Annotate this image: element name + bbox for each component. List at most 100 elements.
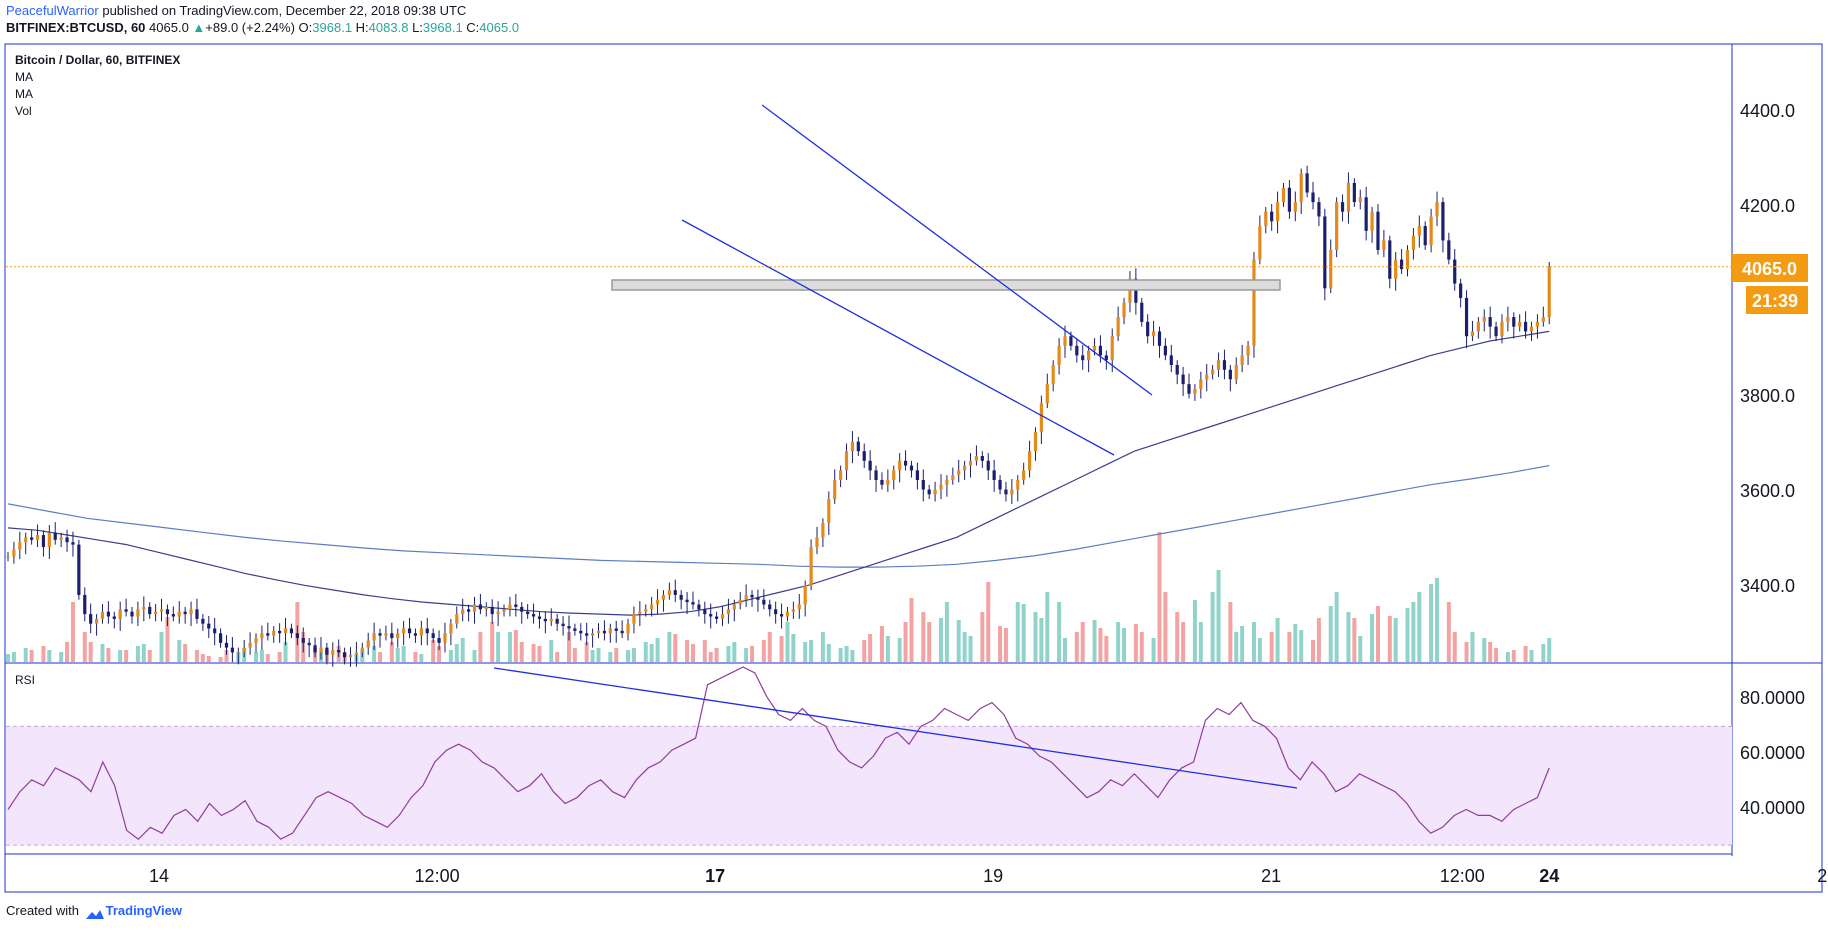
candle — [342, 647, 347, 665]
candle-body — [791, 609, 795, 612]
candle — [691, 591, 695, 610]
candle-body — [715, 616, 719, 619]
rsi-trendline[interactable] — [493, 667, 1298, 789]
volume-bar — [968, 636, 973, 662]
volume-bar — [478, 632, 483, 662]
candle-body — [561, 623, 565, 627]
volume-bar — [1074, 632, 1079, 662]
candle — [6, 551, 10, 562]
price-change: +89.0 (+2.24%) — [205, 20, 295, 35]
candle-body — [466, 609, 471, 612]
candle-body — [236, 652, 240, 654]
candle-body — [342, 652, 347, 658]
volume-bar — [785, 622, 790, 662]
legend-vol[interactable]: Vol — [15, 104, 32, 118]
candle-body — [909, 465, 914, 471]
last-price-tag-text: 4065.0 — [1742, 259, 1797, 279]
time-tick: 12:00 — [415, 866, 460, 886]
upper-trendline[interactable] — [761, 104, 1153, 396]
candle — [732, 599, 736, 622]
volume-bar — [1511, 650, 1516, 662]
candle — [189, 601, 193, 627]
candle-body — [313, 645, 317, 653]
volume-bar — [998, 626, 1003, 662]
candle — [1417, 215, 1421, 248]
volume-bar — [1311, 640, 1316, 662]
candle-body — [720, 614, 725, 619]
candle — [797, 593, 801, 619]
candle — [1098, 335, 1103, 363]
candle — [1346, 172, 1351, 224]
candle-body — [1063, 336, 1067, 346]
volume-bar — [1175, 612, 1180, 662]
volume-bar — [750, 646, 755, 662]
candle-body — [159, 609, 164, 612]
candle-body — [1287, 187, 1291, 212]
tradingview-link[interactable]: TradingView — [105, 903, 182, 918]
candle-body — [655, 599, 660, 605]
candle-body — [933, 489, 937, 495]
legend-ma2[interactable]: MA — [15, 87, 33, 101]
volume-bar — [1293, 624, 1298, 662]
author-link[interactable]: PeacefulWarrior — [6, 3, 99, 18]
volume-bar — [1470, 632, 1475, 662]
last-price-tag — [1732, 254, 1808, 282]
volume-bar — [927, 622, 932, 662]
candle — [12, 541, 16, 564]
candle-body — [1370, 211, 1374, 231]
volume-bar — [1316, 618, 1321, 662]
candle-body — [201, 618, 205, 624]
candle — [1169, 344, 1173, 373]
candle-body — [591, 633, 595, 636]
candle-body — [673, 590, 677, 595]
candle-body — [1523, 321, 1528, 332]
candle — [1518, 314, 1522, 332]
candle-body — [833, 479, 837, 500]
candle — [738, 592, 742, 610]
volume-bar — [921, 612, 926, 662]
volume-bar — [224, 650, 229, 662]
candle-body — [366, 640, 370, 648]
candle-body — [1358, 197, 1362, 203]
candle-body — [1441, 202, 1445, 241]
lower-trendline[interactable] — [681, 219, 1115, 456]
volume-bar — [395, 648, 400, 662]
legend-ma1[interactable]: MA — [15, 70, 33, 84]
candle-body — [797, 604, 801, 610]
volume-bar — [838, 648, 843, 662]
candle — [295, 625, 299, 646]
candle-body — [945, 479, 949, 485]
candle-body — [809, 547, 813, 586]
volume-bar — [496, 632, 501, 662]
candle — [585, 622, 589, 646]
candle-body — [998, 479, 1002, 490]
candle — [47, 524, 51, 559]
candle-body — [1494, 326, 1498, 337]
close-value: 4065.0 — [479, 20, 520, 35]
legend-rsi[interactable]: RSI — [15, 673, 35, 687]
candle — [71, 531, 75, 557]
volume-bar — [903, 622, 908, 662]
candle-body — [661, 594, 666, 600]
legend-title: Bitcoin / Dollar, 60, BITFINEX — [15, 53, 180, 67]
candle-body — [744, 594, 748, 600]
candle — [1270, 204, 1274, 231]
candle — [1299, 168, 1303, 215]
candle-body — [472, 604, 477, 612]
candle-body — [514, 604, 518, 607]
resistance-zone[interactable] — [611, 279, 1281, 291]
time-tick: 21 — [1261, 866, 1281, 886]
volume-bar — [643, 642, 648, 662]
candle — [118, 601, 122, 631]
candle — [1275, 191, 1280, 234]
volume-bar — [413, 652, 418, 662]
volume-bar — [513, 630, 518, 662]
volume-bar — [732, 642, 737, 662]
volume-bar — [1092, 620, 1097, 662]
candle — [963, 460, 967, 480]
candle — [744, 584, 748, 607]
publish-info: PeacefulWarrior published on TradingView… — [6, 3, 466, 19]
candle-body — [1252, 259, 1256, 346]
candle-body — [242, 647, 246, 653]
